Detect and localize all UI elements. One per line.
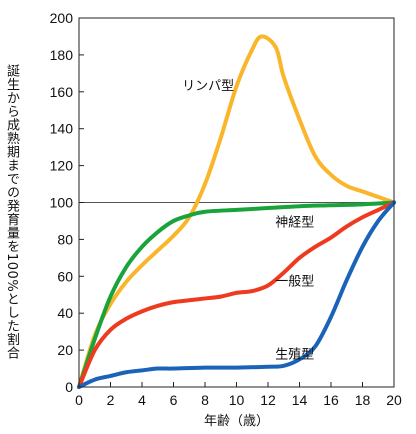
y-tick-label: 0 [65, 379, 73, 395]
x-tick-label: 12 [260, 392, 276, 408]
y-tick-label: 60 [57, 268, 73, 284]
y-tick-label: 180 [50, 47, 74, 63]
y-tick-label: 100 [50, 195, 74, 211]
series-layer [77, 34, 396, 389]
x-axis-label: 年齢（歳） [204, 414, 269, 429]
y-tick-label: 120 [50, 158, 74, 174]
x-tick-label: 16 [323, 392, 339, 408]
x-tick-label: 4 [138, 392, 146, 408]
y-tick-label: 140 [50, 121, 74, 137]
series-line-0 [77, 34, 396, 389]
y-tick-label: 20 [57, 342, 73, 358]
x-tick-label: 10 [229, 392, 245, 408]
series-label-1: 神経型 [275, 215, 314, 230]
series-line-3 [77, 200, 396, 389]
x-tick-label: 20 [386, 392, 402, 408]
series-label-2: 一般型 [275, 274, 314, 290]
series-line-2 [77, 200, 396, 389]
y-tick-labels: 0 20 40 60 80 100 120 140 160 180 200 [50, 10, 84, 395]
x-tick-label: 14 [292, 392, 308, 408]
y-tick-label: 200 [50, 10, 74, 26]
y-tick-label: 160 [50, 84, 74, 100]
series-label-0: リンパ型 [182, 79, 234, 94]
x-tick-label: 6 [170, 392, 178, 408]
y-tick-label: 40 [57, 305, 73, 321]
x-tick-label: 2 [107, 392, 115, 408]
series-label-3: 生殖型 [275, 346, 314, 362]
series-line-1 [77, 200, 396, 389]
x-tick-labels: 0 2 4 6 8 10 12 14 16 18 20 [75, 382, 402, 408]
x-tick-label: 0 [75, 392, 83, 408]
y-axis-label: 誕生から成熟期までの発育量を100%とした割合 [4, 64, 19, 360]
y-tick-label: 80 [57, 231, 73, 247]
x-tick-label: 8 [201, 392, 209, 408]
x-tick-label: 18 [355, 392, 371, 408]
